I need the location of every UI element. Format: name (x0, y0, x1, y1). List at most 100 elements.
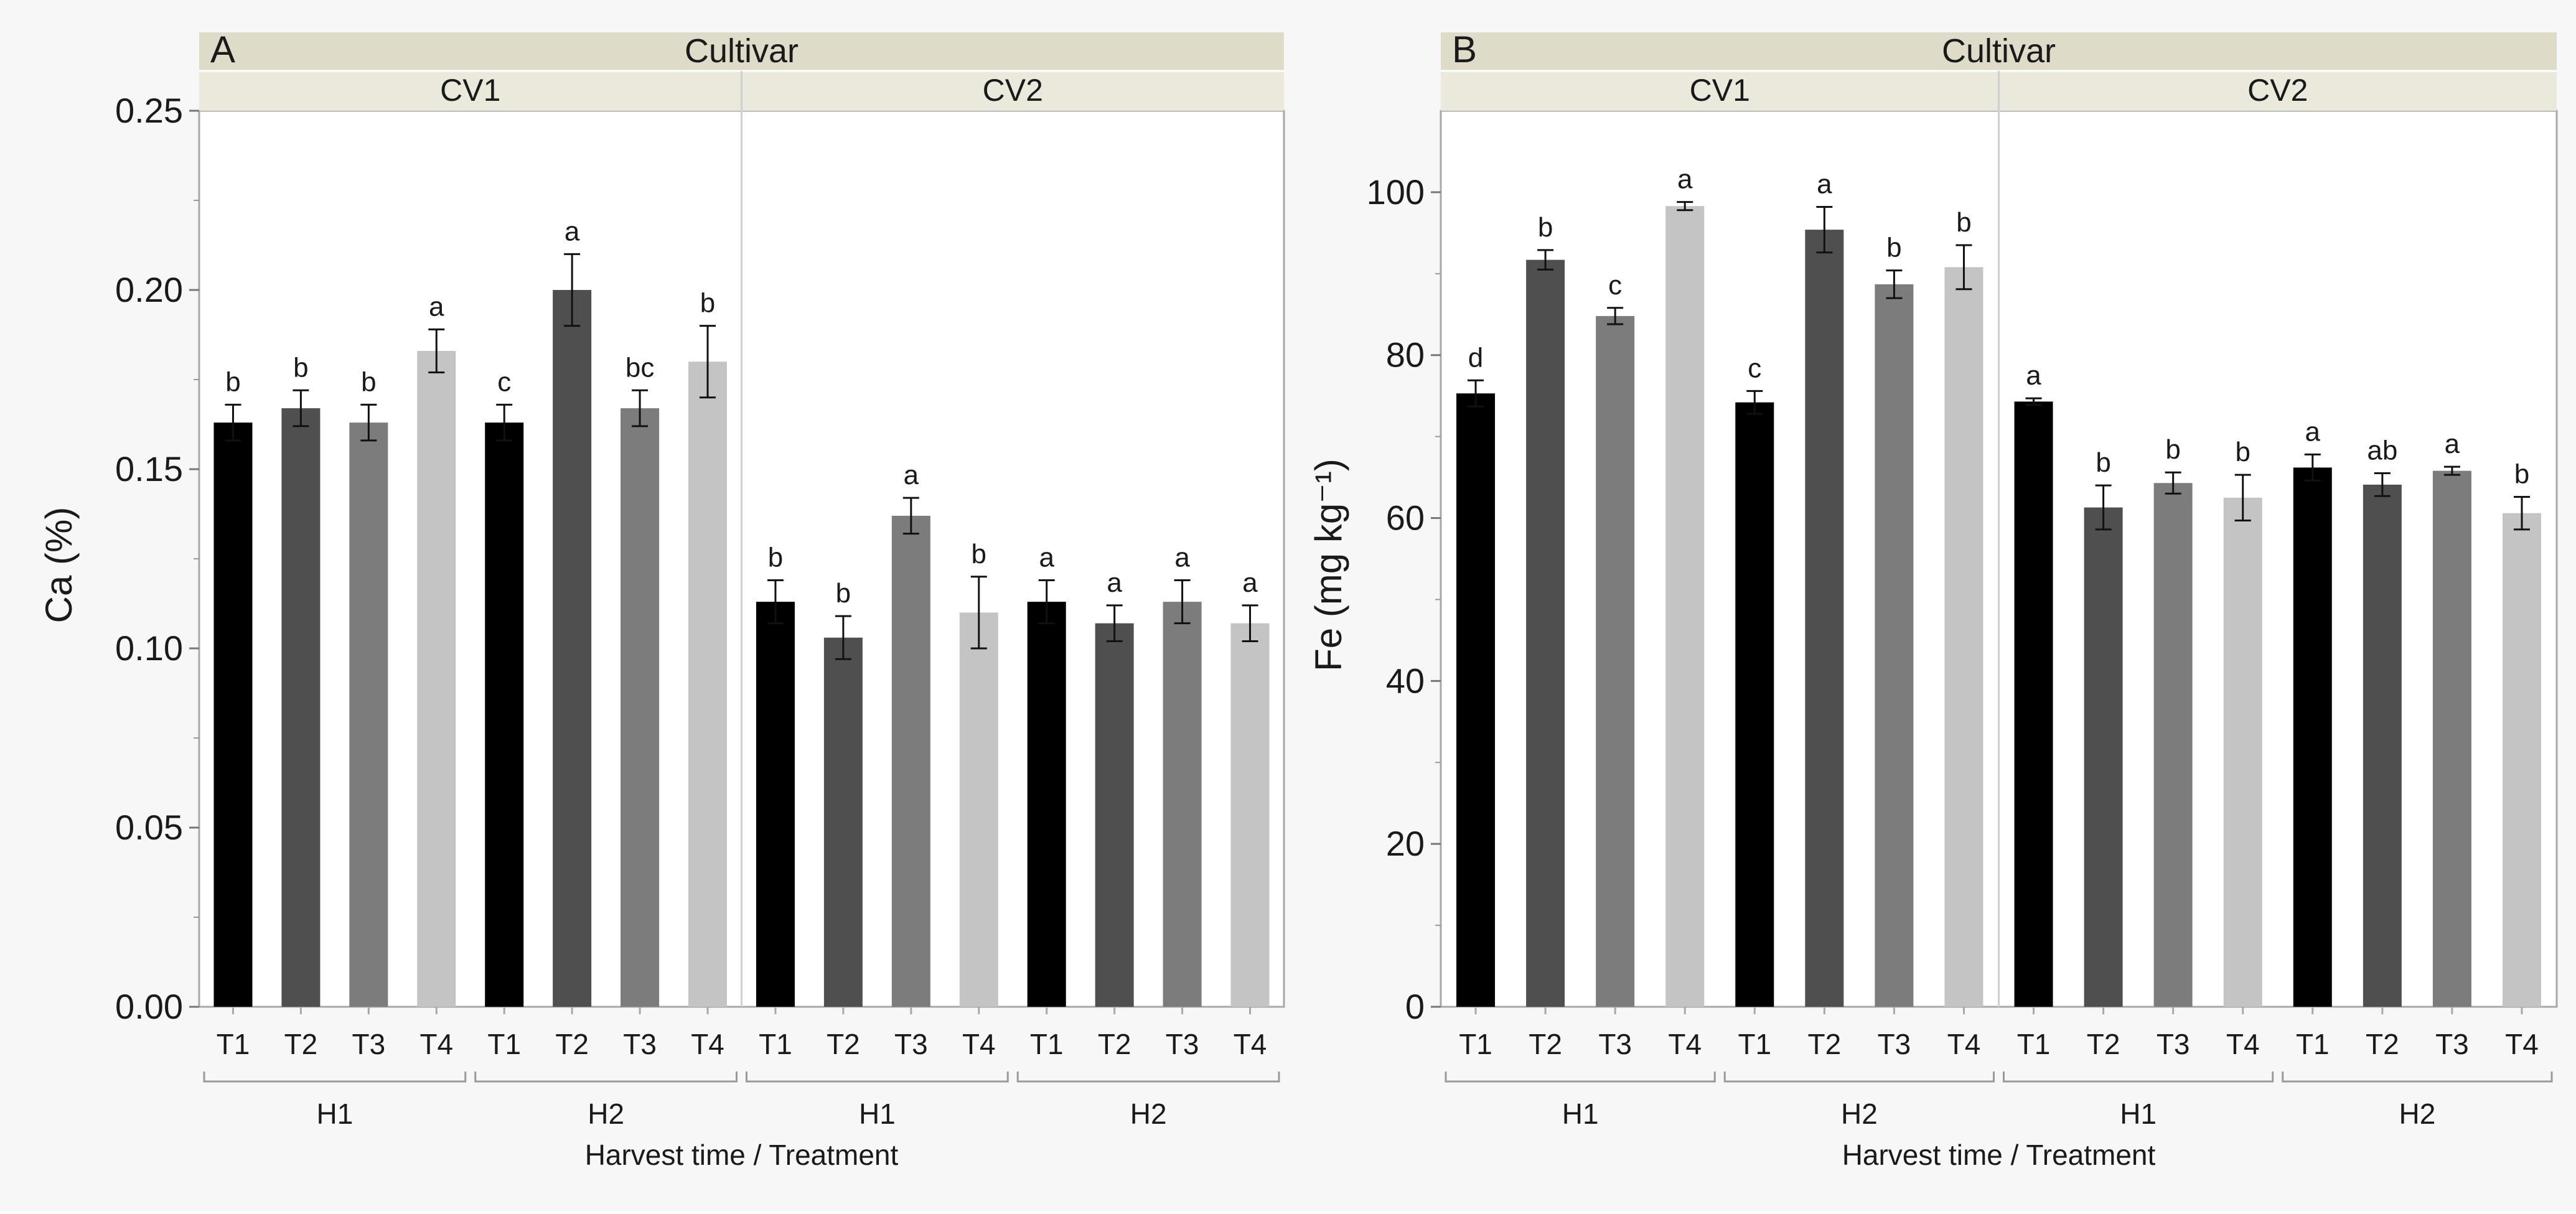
significance-letter: c (1608, 270, 1622, 301)
panel-letter: B (1452, 29, 1477, 70)
bar-t4 (1230, 623, 1270, 1007)
harvest-label: H2 (1130, 1098, 1167, 1130)
harvest-bracket (1723, 1072, 1995, 1083)
x-tick-label: T3 (2435, 1028, 2469, 1060)
bar-t1 (485, 423, 524, 1007)
x-tick-label: T3 (894, 1028, 928, 1060)
x-tick-label: T4 (1947, 1028, 1981, 1060)
x-tick-label: T2 (555, 1028, 589, 1060)
y-tick-label: 60 (1386, 498, 1425, 538)
y-tick-label: 0.00 (115, 987, 183, 1026)
bar-t4 (959, 612, 998, 1007)
significance-letter: a (1242, 567, 1258, 598)
significance-letter: a (1174, 543, 1190, 573)
x-tick-label: T1 (759, 1028, 792, 1060)
x-tick-label: T4 (2505, 1028, 2539, 1060)
significance-letter: c (1748, 353, 1761, 383)
bar-t3 (1875, 284, 1914, 1007)
significance-letter: b (2165, 434, 2180, 465)
significance-letter: b (2096, 447, 2110, 478)
bar-t2 (2084, 507, 2123, 1007)
significance-letter: a (2305, 416, 2321, 447)
harvest-bracket (1445, 1072, 1716, 1083)
cultivar-title-strip (199, 32, 1284, 71)
y-tick-label: 80 (1386, 335, 1425, 375)
significance-letter: a (429, 291, 444, 322)
harvest-bracket (746, 1072, 1009, 1083)
significance-letter: b (972, 539, 986, 569)
bar-t1 (1456, 393, 1496, 1007)
harvest-bracket (1016, 1072, 1280, 1083)
cultivar-label-cv1: CV1 (1690, 73, 1750, 108)
panel-letter: A (210, 29, 235, 70)
x-tick-label: T2 (2087, 1028, 2120, 1060)
harvest-label: H1 (316, 1098, 353, 1130)
x-tick-label: T3 (1166, 1028, 1199, 1060)
x-tick-label: T2 (1529, 1028, 1562, 1060)
bar-t2 (1805, 230, 1844, 1007)
significance-letter: a (904, 460, 919, 490)
y-tick-label: 0 (1405, 987, 1425, 1026)
significance-letter: ab (2367, 436, 2397, 466)
y-tick-label: 0.20 (115, 270, 183, 309)
harvest-bracket (203, 1072, 467, 1083)
y-axis-title: Ca (%) (38, 507, 80, 623)
x-tick-label: T2 (284, 1028, 318, 1060)
x-tick-label: T4 (962, 1028, 996, 1060)
y-tick-label: 20 (1386, 824, 1425, 863)
bar-t1 (213, 423, 253, 1007)
x-tick-label: T4 (1234, 1028, 1267, 1060)
y-axis-title: Fe (mg kg⁻¹) (1308, 459, 1349, 671)
significance-letter: d (1468, 342, 1483, 373)
cultivar-title-strip (1441, 32, 2557, 71)
significance-letter: a (1677, 164, 1693, 195)
significance-letter: a (564, 216, 580, 246)
bar-t2 (2363, 484, 2402, 1007)
x-tick-label: T1 (1459, 1028, 1492, 1060)
harvest-label: H2 (2399, 1098, 2435, 1130)
y-tick-label: 0.25 (115, 91, 183, 130)
x-tick-label: T3 (352, 1028, 386, 1060)
bar-t4 (688, 362, 728, 1007)
significance-letter: b (1538, 212, 1553, 243)
cultivar-label-cv1: CV1 (440, 73, 500, 108)
bar-t3 (1596, 315, 1635, 1007)
significance-letter: b (768, 543, 783, 573)
bar-t4 (2223, 497, 2262, 1007)
x-tick-label: T3 (1598, 1028, 1632, 1060)
bar-t2 (823, 637, 863, 1007)
y-tick-label: 100 (1367, 172, 1425, 212)
bar-t3 (621, 408, 660, 1007)
bar-t1 (2293, 467, 2332, 1007)
significance-letter: b (225, 367, 240, 397)
x-tick-label: T1 (487, 1028, 521, 1060)
significance-letter: a (2026, 360, 2041, 391)
harvest-bracket (2282, 1072, 2553, 1083)
significance-letter: b (2235, 437, 2250, 467)
chart-title: Cultivar (685, 32, 799, 70)
x-tick-label: T3 (623, 1028, 657, 1060)
x-tick-label: T1 (2017, 1028, 2051, 1060)
significance-letter: b (1956, 207, 1971, 238)
bar-t3 (1163, 602, 1202, 1007)
x-tick-label: T1 (1738, 1028, 1771, 1060)
x-tick-label: T2 (1808, 1028, 1842, 1060)
significance-letter: a (1107, 567, 1122, 598)
cultivar-label-cv2: CV2 (2247, 73, 2308, 108)
significance-letter: a (1817, 169, 1832, 199)
bar-t3 (2432, 470, 2471, 1007)
significance-letter: b (700, 288, 715, 319)
bar-t2 (553, 290, 592, 1007)
y-tick-label: 0.10 (115, 628, 183, 668)
chart-panel-a: A Cultivar CV1 H1 b T1 b T2 b T3 a T4 H2 c T1 a T2 bc T3 b T… (38, 25, 1301, 1179)
bar-t4 (1944, 267, 1984, 1007)
x-tick-label: T2 (827, 1028, 860, 1060)
x-axis-title: Harvest time / Treatment (585, 1139, 899, 1171)
x-tick-label: T3 (1878, 1028, 1911, 1060)
harvest-label: H2 (1841, 1098, 1878, 1130)
bar-t3 (891, 515, 930, 1007)
bar-t1 (756, 602, 795, 1007)
bar-t4 (417, 350, 456, 1007)
